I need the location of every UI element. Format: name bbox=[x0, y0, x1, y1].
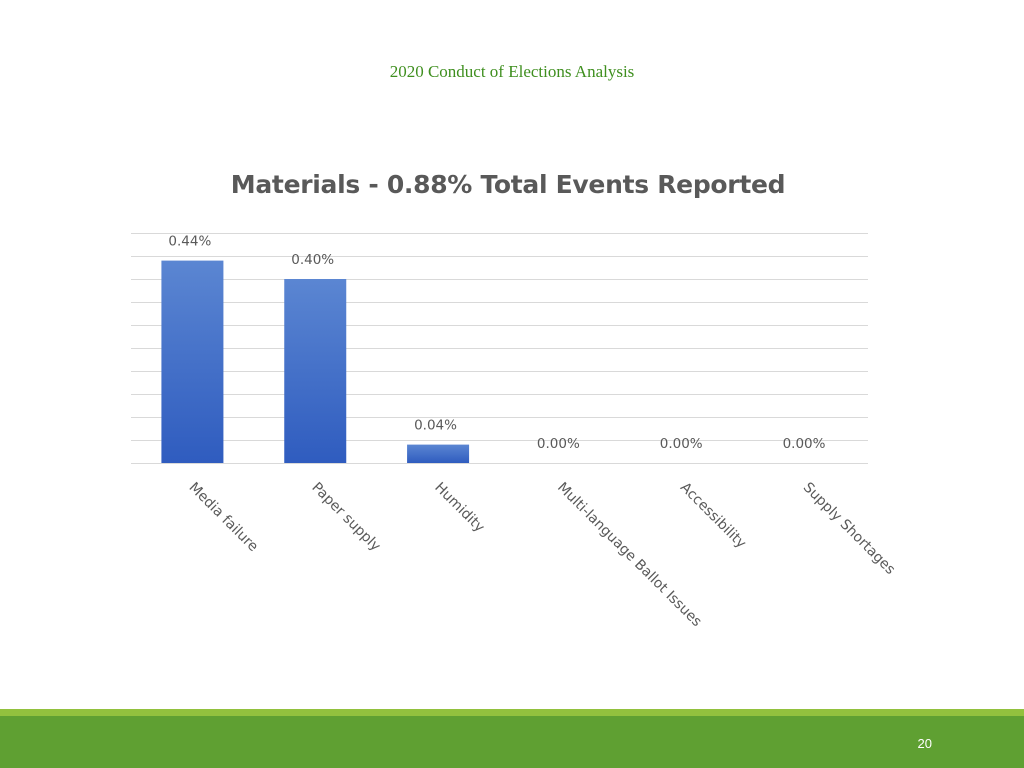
category-label: Media failure bbox=[186, 480, 261, 555]
page-number: 20 bbox=[917, 736, 932, 751]
footer-accent-stripe bbox=[0, 709, 1024, 716]
gridlines bbox=[131, 233, 868, 464]
data-label: 0.00% bbox=[660, 436, 703, 452]
category-label: Paper supply bbox=[308, 480, 383, 555]
category-labels: Media failure Paper supply Humidity Multi-l… bbox=[186, 480, 899, 631]
data-label: 0.00% bbox=[537, 436, 580, 452]
bar-chart: 0.44% 0.40% 0.04% 0.00% 0.00% 0.00% Media fai… bbox=[131, 233, 899, 631]
slide-header-title: 2020 Conduct of Elections Analysis bbox=[389, 62, 635, 81]
footer-bar bbox=[0, 716, 1024, 768]
data-label: 0.04% bbox=[414, 418, 457, 434]
category-label: Humidity bbox=[431, 480, 487, 536]
bars bbox=[161, 260, 470, 463]
data-label: 0.40% bbox=[291, 252, 334, 268]
category-label: Multi-language Ballot Issues bbox=[554, 480, 705, 631]
category-label: Accessibility bbox=[677, 480, 749, 552]
category-label: Supply Shortages bbox=[800, 480, 898, 578]
bar bbox=[161, 260, 224, 463]
bar bbox=[407, 444, 470, 463]
chart-title: Materials - 0.88% Total Events Reported bbox=[230, 170, 786, 199]
data-labels: 0.44% 0.40% 0.04% 0.00% 0.00% 0.00% bbox=[168, 234, 825, 452]
data-label: 0.44% bbox=[168, 234, 211, 250]
data-label: 0.00% bbox=[783, 436, 826, 452]
bar bbox=[284, 279, 347, 463]
